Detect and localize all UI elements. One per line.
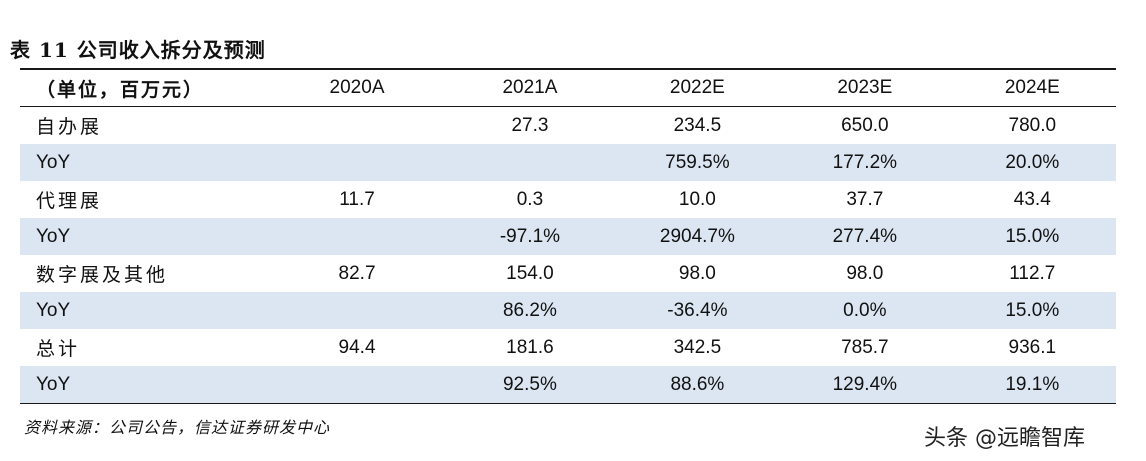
table-cell: 2904.7%: [659, 225, 735, 247]
table-row: YoY 86.2% -36.4% 0.0% 15.0%: [20, 292, 1116, 329]
table-cell: 43.4: [1013, 188, 1051, 210]
table-row: 总计 94.4 181.6 342.5 785.7 936.1: [20, 329, 1116, 366]
table-cell: 37.7: [846, 188, 884, 210]
table-cell: -97.1%: [499, 225, 561, 247]
table-cell: 0.0%: [843, 299, 887, 321]
table-cell: 0.3: [516, 188, 544, 210]
row-label: 总计: [36, 338, 81, 360]
table-cell: 15.0%: [1005, 225, 1060, 247]
header-col-2020a: 2020A: [329, 77, 385, 98]
table-cell: 10.0: [678, 188, 716, 210]
table-row: 代理展 11.7 0.3 10.0 37.7 43.4: [20, 181, 1116, 218]
row-label: 代理展: [36, 190, 103, 212]
table-header-rule: [20, 106, 1116, 107]
table-cell: 181.6: [506, 336, 554, 358]
table-cell: 650.0: [841, 114, 889, 136]
table-cell: 86.2%: [502, 299, 557, 321]
watermark: 头条 @远瞻智库: [924, 426, 1085, 451]
table-row: YoY 92.5% 88.6% 129.4% 19.1%: [20, 366, 1116, 403]
table-cell: 88.6%: [670, 373, 725, 395]
table-cell: 92.5%: [502, 373, 557, 395]
table-title: 表 11 公司收入拆分及预测: [10, 38, 266, 62]
table-header-row: （单位，百万元） 2020A 2021A 2022E 2023E 2024E: [20, 70, 1116, 106]
table-bottom-rule: [20, 403, 1116, 404]
table-cell: 154.0: [506, 262, 554, 284]
header-col-2023e: 2023E: [837, 77, 893, 98]
row-label: YoY: [36, 225, 71, 247]
table-cell: 129.4%: [832, 373, 898, 395]
row-label: 数字展及其他: [36, 264, 169, 286]
header-unit-label: （单位，百万元）: [36, 78, 205, 101]
table-cell: 94.4: [338, 336, 376, 358]
table-cell: 15.0%: [1005, 299, 1060, 321]
header-col-2022e: 2022E: [669, 77, 725, 98]
table-cell: 785.7: [841, 336, 889, 358]
table-row: YoY -97.1% 2904.7% 277.4% 15.0%: [20, 218, 1116, 255]
table-row: YoY 759.5% 177.2% 20.0%: [20, 144, 1116, 181]
table-top-rule: [20, 68, 1116, 70]
table-cell: 98.0: [678, 262, 716, 284]
table-cell: 11.7: [339, 188, 375, 210]
table-cell: 277.4%: [832, 225, 898, 247]
table-cell: 234.5: [673, 114, 722, 136]
header-col-2024e: 2024E: [1004, 77, 1060, 98]
table-cell: 98.0: [846, 262, 884, 284]
table-cell: 82.7: [338, 262, 376, 284]
row-label: 自办展: [36, 116, 103, 138]
table-cell: 936.1: [1008, 336, 1057, 358]
table-cell: 20.0%: [1005, 151, 1060, 173]
table-cell: 759.5%: [665, 151, 730, 173]
revenue-table: （单位，百万元） 2020A 2021A 2022E 2023E 2024E 自…: [20, 68, 1116, 404]
row-label: YoY: [36, 151, 71, 173]
table-row: 自办展 27.3 234.5 650.0 780.0: [20, 107, 1116, 144]
table-cell: 27.3: [511, 114, 549, 136]
source-note: 资料来源：公司公告，信达证券研发中心: [24, 418, 331, 437]
table-cell: 342.5: [673, 336, 722, 358]
table-cell: 112.7: [1009, 262, 1056, 284]
table-cell: 780.0: [1008, 114, 1057, 136]
table-cell: -36.4%: [667, 299, 728, 321]
row-label: YoY: [36, 299, 71, 321]
table-cell: 177.2%: [832, 151, 898, 173]
row-label: YoY: [36, 373, 71, 395]
header-col-2021a: 2021A: [502, 77, 558, 98]
table-row: 数字展及其他 82.7 154.0 98.0 98.0 112.7: [20, 255, 1116, 292]
table-cell: 19.1%: [1005, 373, 1060, 395]
